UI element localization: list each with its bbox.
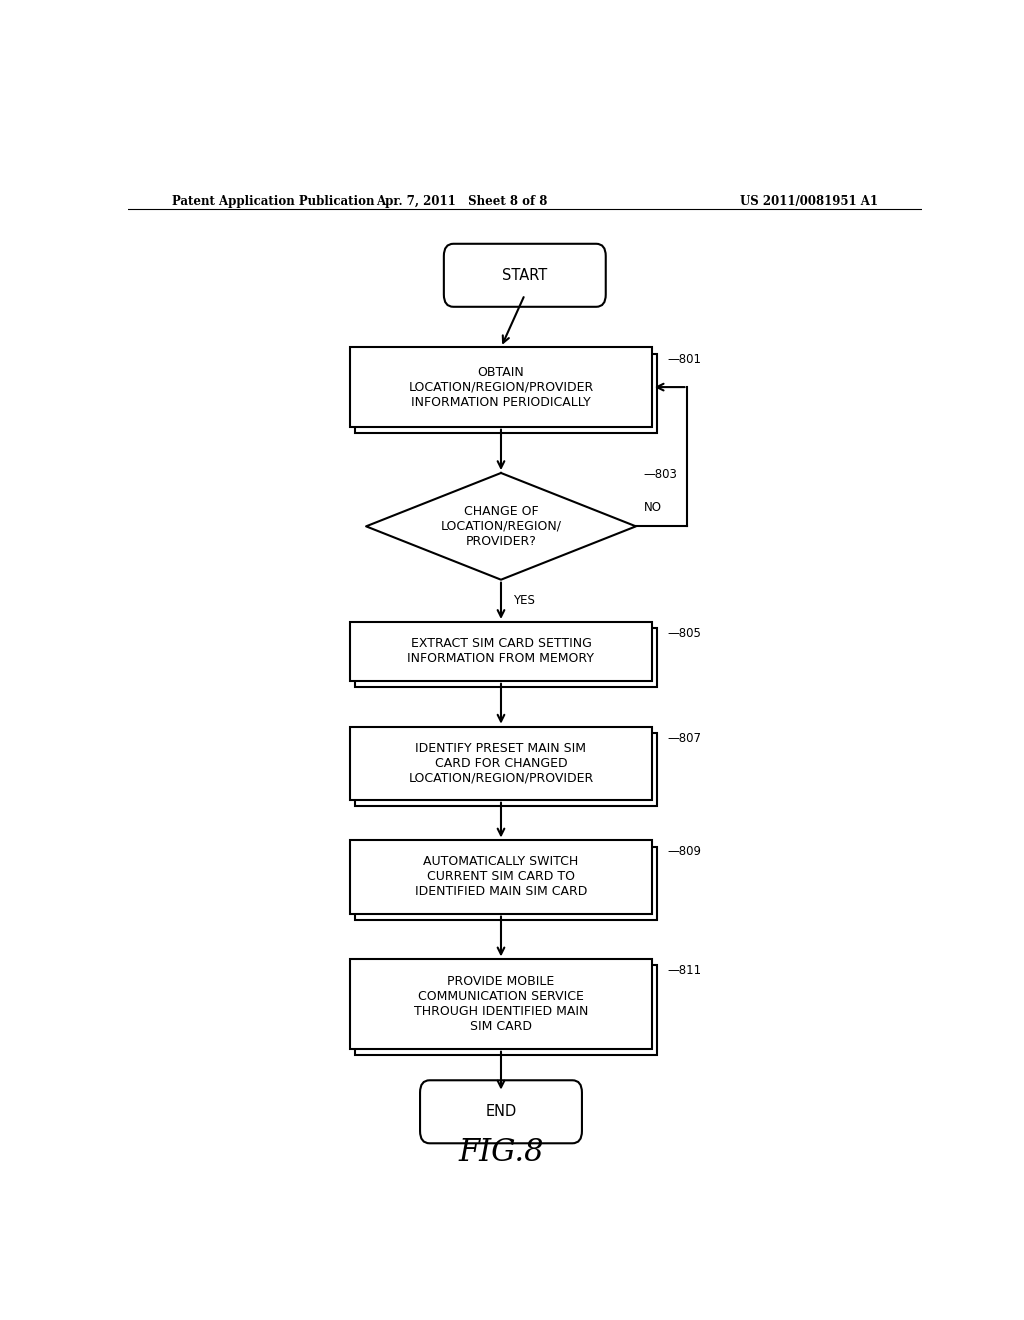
Text: —811: —811 bbox=[668, 965, 701, 977]
Bar bbox=[355, 965, 656, 1055]
Text: EXTRACT SIM CARD SETTING
INFORMATION FROM MEMORY: EXTRACT SIM CARD SETTING INFORMATION FRO… bbox=[408, 638, 595, 665]
Bar bbox=[350, 347, 651, 426]
Text: —805: —805 bbox=[668, 627, 701, 640]
Text: CHANGE OF
LOCATION/REGION/
PROVIDER?: CHANGE OF LOCATION/REGION/ PROVIDER? bbox=[440, 504, 561, 548]
Bar bbox=[350, 960, 651, 1049]
Text: PROVIDE MOBILE
COMMUNICATION SERVICE
THROUGH IDENTIFIED MAIN
SIM CARD: PROVIDE MOBILE COMMUNICATION SERVICE THR… bbox=[414, 975, 588, 1034]
Text: Apr. 7, 2011   Sheet 8 of 8: Apr. 7, 2011 Sheet 8 of 8 bbox=[376, 194, 547, 207]
FancyBboxPatch shape bbox=[420, 1080, 582, 1143]
FancyBboxPatch shape bbox=[443, 244, 606, 306]
Bar bbox=[350, 726, 651, 800]
Text: YES: YES bbox=[513, 594, 535, 607]
Text: —807: —807 bbox=[668, 731, 701, 744]
Text: US 2011/0081951 A1: US 2011/0081951 A1 bbox=[740, 194, 878, 207]
Text: —809: —809 bbox=[668, 846, 701, 858]
Text: IDENTIFY PRESET MAIN SIM
CARD FOR CHANGED
LOCATION/REGION/PROVIDER: IDENTIFY PRESET MAIN SIM CARD FOR CHANGE… bbox=[409, 742, 594, 784]
Text: START: START bbox=[502, 268, 548, 282]
Text: —803: —803 bbox=[644, 467, 678, 480]
Bar bbox=[355, 846, 656, 920]
Bar bbox=[355, 354, 656, 433]
Text: Patent Application Publication: Patent Application Publication bbox=[172, 194, 374, 207]
Text: —801: —801 bbox=[668, 352, 701, 366]
Bar bbox=[355, 733, 656, 805]
Bar bbox=[350, 841, 651, 913]
Bar bbox=[355, 628, 656, 686]
Bar bbox=[350, 622, 651, 681]
Text: OBTAIN
LOCATION/REGION/PROVIDER
INFORMATION PERIODICALLY: OBTAIN LOCATION/REGION/PROVIDER INFORMAT… bbox=[409, 366, 594, 409]
Text: NO: NO bbox=[644, 502, 662, 515]
Text: FIG.8: FIG.8 bbox=[459, 1137, 544, 1168]
Text: AUTOMATICALLY SWITCH
CURRENT SIM CARD TO
IDENTIFIED MAIN SIM CARD: AUTOMATICALLY SWITCH CURRENT SIM CARD TO… bbox=[415, 855, 587, 899]
Polygon shape bbox=[366, 473, 636, 579]
Text: END: END bbox=[485, 1105, 517, 1119]
